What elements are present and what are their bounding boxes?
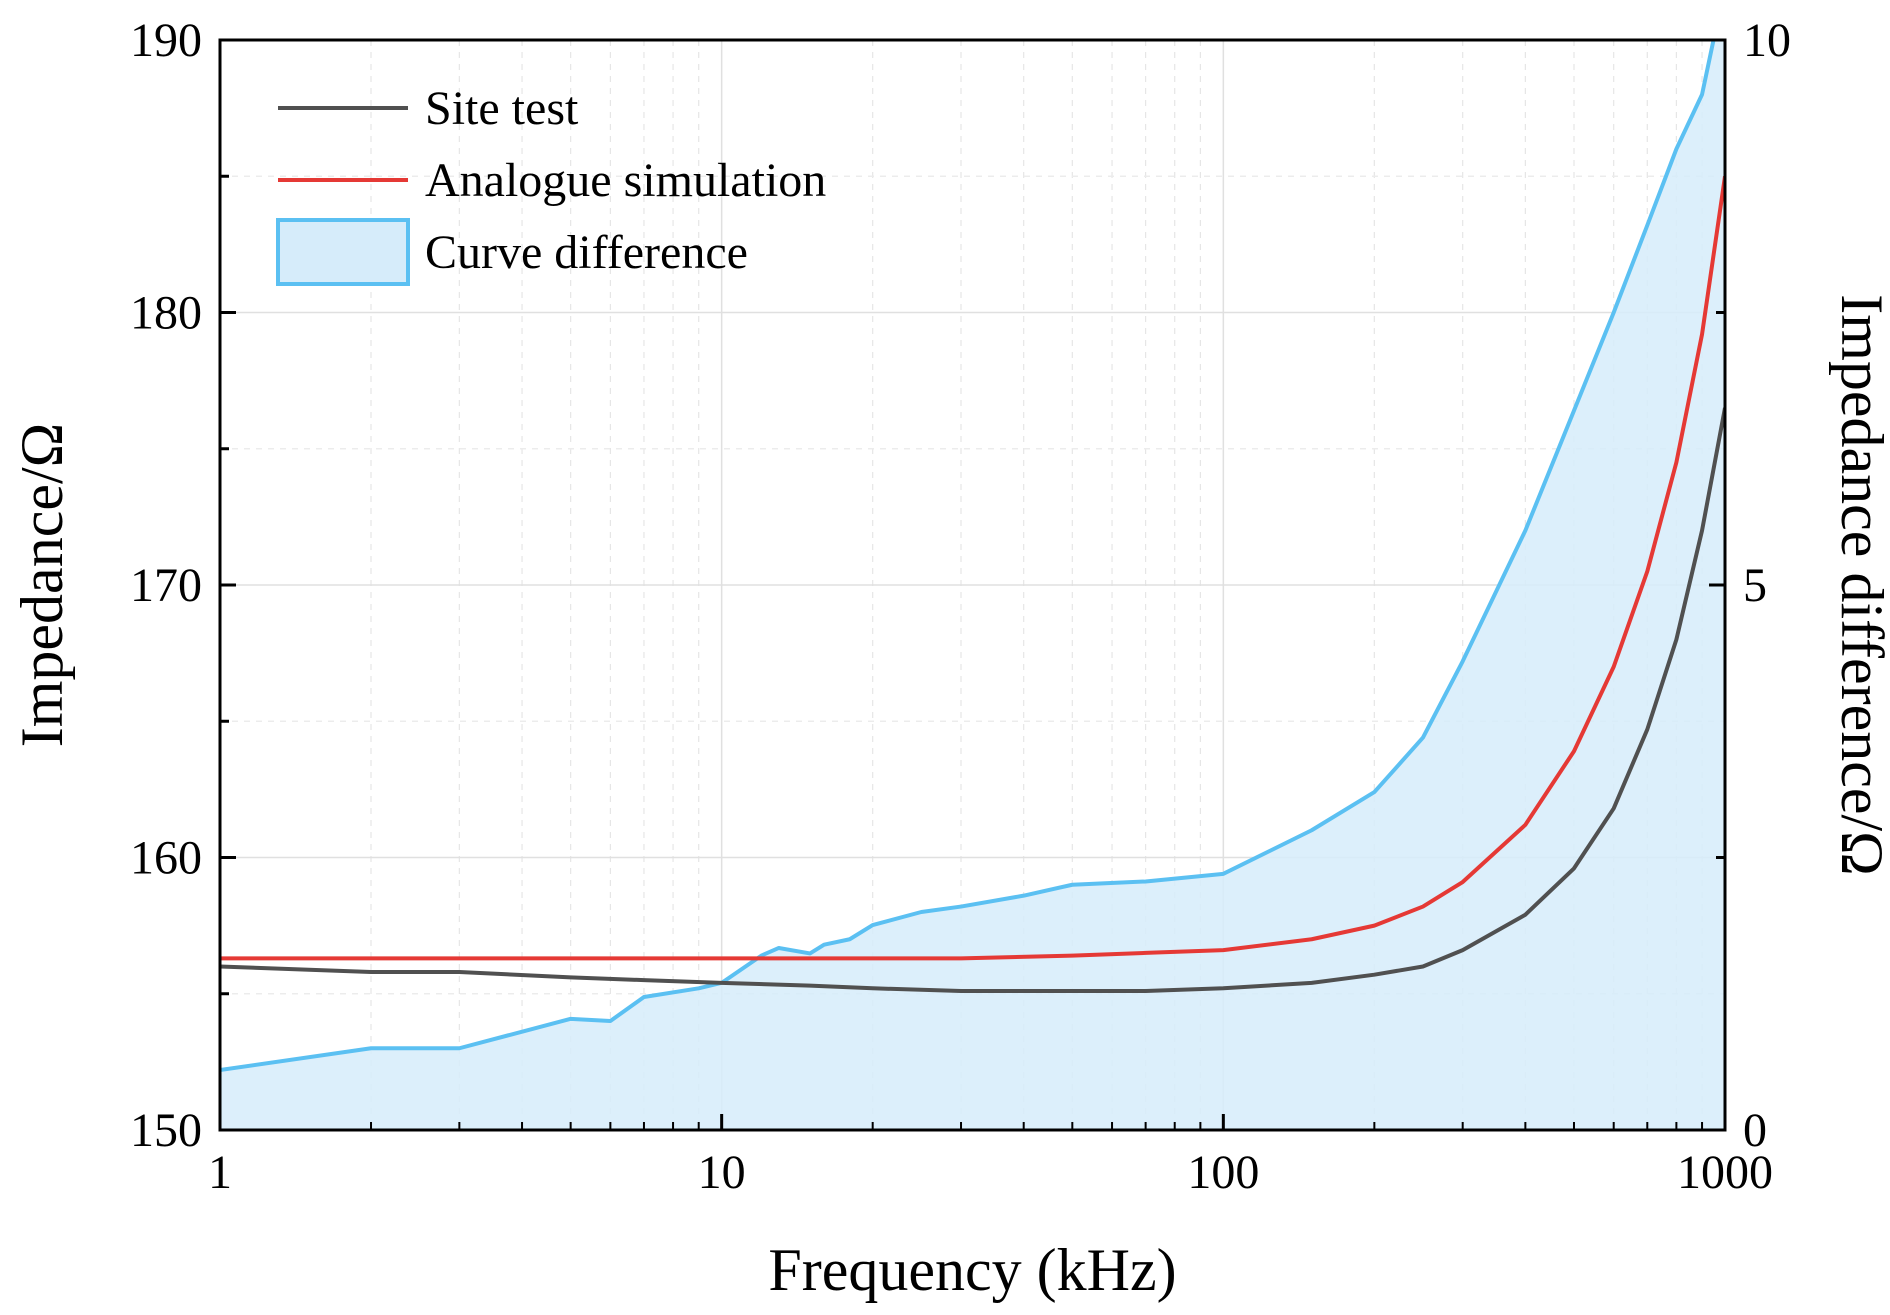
- legend-swatch-curve-difference: [276, 218, 410, 286]
- legend-label-analogue-simulation: Analogue simulation: [425, 154, 826, 207]
- analogue-simulation-line: [220, 175, 1725, 961]
- x-axis-title: Frequency (kHz): [768, 1237, 1176, 1303]
- y-tick-label: 160: [130, 832, 202, 885]
- y-tick-label: 150: [130, 1104, 202, 1157]
- data-layer: [220, 40, 1725, 1130]
- axes: 1 10 100 1000 150 160 170 180 190 0 5 10: [130, 14, 1791, 1199]
- curve-difference-line: [220, 40, 1716, 1073]
- x-tick-label: 1: [208, 1146, 232, 1199]
- x-tick-label: 10: [698, 1146, 746, 1199]
- y2-tick-label: 0: [1743, 1104, 1767, 1157]
- y-tick-label: 180: [130, 287, 202, 340]
- y2-tick-label: 10: [1743, 14, 1791, 67]
- x-tick-label: 1000: [1677, 1146, 1773, 1199]
- y2-tick-label: 5: [1743, 559, 1767, 612]
- legend: Site test Analogue simulation Curve diff…: [276, 82, 826, 286]
- y-tick-label: 190: [130, 14, 202, 67]
- legend-label-curve-difference: Curve difference: [425, 226, 748, 279]
- y2-axis-title: Impedance difference/Ω: [1829, 294, 1890, 875]
- curve-difference-area: [220, 40, 1725, 1130]
- legend-label-site-test: Site test: [425, 82, 579, 135]
- y-tick-label: 170: [130, 559, 202, 612]
- y-axis-title: Impedance/Ω: [9, 423, 75, 747]
- site-test-line: [220, 407, 1725, 994]
- x-tick-label: 100: [1187, 1146, 1259, 1199]
